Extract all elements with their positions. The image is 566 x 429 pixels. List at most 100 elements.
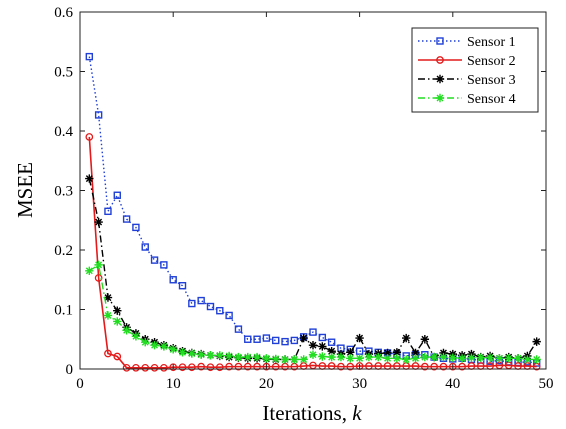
series-2-point: [346, 362, 355, 371]
series-4-point: [392, 354, 402, 363]
series-1-point: [197, 296, 205, 305]
series-1-point: [188, 299, 196, 308]
series-4-point: [252, 352, 262, 362]
series-4-point: [383, 354, 392, 363]
series-1-point: [169, 276, 177, 284]
series-1-point: [85, 52, 94, 61]
series-4-point: [495, 354, 504, 363]
series-4-point: [439, 352, 448, 362]
series-4-point: [476, 353, 485, 362]
legend-marker: [435, 74, 445, 84]
series-4-point: [485, 353, 495, 362]
series-4-point: [429, 352, 439, 362]
y-tick-label: 0.1: [54, 303, 73, 319]
y-tick-label: 0.5: [54, 65, 73, 81]
x-tick-label: 30: [352, 376, 367, 392]
series-4-point: [411, 354, 420, 363]
series-3-point: [299, 333, 308, 343]
series-1-point: [122, 215, 131, 223]
series-4-point: [196, 350, 206, 359]
series-2-point: [215, 363, 224, 372]
series-1-point: [253, 335, 261, 343]
series-1-point: [309, 328, 317, 336]
series-4-point: [150, 341, 159, 350]
legend-item: Sensor 4: [418, 92, 516, 107]
series-2-point: [420, 362, 429, 371]
series-4-point: [178, 348, 187, 357]
series-4-point: [131, 332, 141, 341]
series-2-point: [160, 363, 168, 372]
legend-label: Sensor 1: [467, 35, 516, 50]
y-tick-label: 0.3: [54, 184, 73, 200]
series-2-point: [85, 133, 94, 141]
series-4: [85, 260, 541, 364]
series-3-point: [308, 341, 318, 350]
series-1-point: [234, 325, 243, 333]
legend-marker: [436, 37, 444, 45]
series-4-point: [206, 351, 215, 360]
series-1-line: [88, 56, 537, 364]
series-4-point: [262, 354, 271, 363]
series-2-point: [197, 362, 206, 371]
series-4-point: [187, 349, 197, 358]
series-3-point: [346, 348, 355, 357]
series-3-point: [402, 333, 411, 343]
series-1-point: [244, 335, 252, 343]
series-1-point: [150, 256, 159, 264]
series-4-point: [402, 355, 411, 364]
series-4-point: [318, 352, 327, 361]
series-2-point: [187, 363, 196, 372]
series-3-point: [85, 174, 94, 183]
series-2-point: [122, 363, 131, 372]
series-2-line: [88, 136, 537, 369]
series-4-point: [327, 352, 336, 362]
series-3-point: [383, 348, 392, 358]
y-tick-label: 0.4: [54, 124, 73, 140]
series-4-point: [308, 350, 318, 359]
series-4-point: [169, 345, 178, 354]
series-2-point: [430, 362, 439, 371]
series-3-point: [327, 346, 336, 356]
series-2-point: [448, 362, 457, 371]
x-axis-title: Iterations, k: [262, 401, 362, 425]
series-1-point: [94, 111, 103, 119]
y-tick-label: 0.2: [54, 243, 73, 259]
series-2-point: [243, 362, 252, 371]
series-3-point: [411, 348, 420, 358]
y-axis-title: MSEE: [13, 162, 37, 218]
series-2-point: [94, 274, 103, 282]
series-1-point: [206, 302, 215, 311]
series-4-point: [122, 326, 131, 335]
series-1-point: [272, 336, 280, 345]
series-3-point: [420, 335, 430, 344]
series-4-point: [504, 354, 513, 363]
x-tick-label: 0: [76, 376, 84, 392]
series-1-point: [262, 334, 271, 342]
legend-label: Sensor 4: [467, 92, 516, 107]
series-2-point: [206, 363, 215, 372]
series-4-point: [467, 353, 476, 362]
series-layer: [85, 52, 541, 372]
series-4-point: [94, 260, 103, 270]
series-3-point: [532, 337, 541, 346]
series-4-point: [532, 355, 541, 364]
series-2-point: [150, 363, 159, 372]
series-2-point: [253, 362, 261, 371]
series-1-point: [327, 338, 336, 346]
x-tick-label: 20: [259, 376, 274, 392]
series-4-point: [103, 311, 113, 320]
x-tick-label: 50: [539, 376, 554, 392]
series-3-point: [392, 348, 402, 357]
series-2-point: [439, 362, 448, 371]
series-1-point: [132, 223, 140, 232]
series-4-point: [364, 352, 374, 362]
series-2-point: [234, 362, 243, 371]
series-2-point: [225, 362, 233, 371]
series-1-point: [141, 243, 149, 251]
legend-item: Sensor 3: [418, 73, 516, 88]
legend-item: Sensor 1: [418, 35, 516, 50]
legend: Sensor 1 Sensor 2 Sensor 3 Sensor 4: [411, 27, 539, 113]
x-tick-label: 40: [445, 376, 460, 392]
series-1-point: [290, 336, 299, 345]
